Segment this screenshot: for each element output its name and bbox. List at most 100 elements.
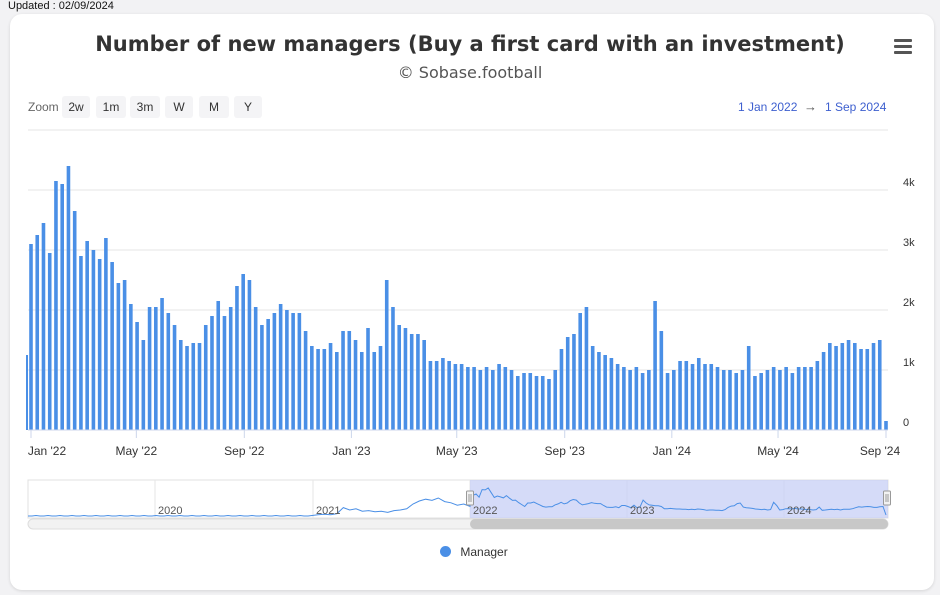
navigator-year-label: 2021	[316, 505, 340, 517]
bar	[459, 364, 464, 430]
bar	[328, 343, 333, 430]
bar	[709, 364, 714, 430]
hamburger-menu-icon[interactable]	[894, 39, 912, 55]
bar	[634, 367, 639, 430]
bar	[359, 352, 364, 430]
bar	[235, 286, 239, 430]
bar	[66, 166, 71, 430]
bar	[97, 259, 102, 430]
zoom-2w-button[interactable]: 2w	[62, 96, 90, 118]
bar	[104, 238, 108, 430]
legend-marker	[440, 546, 451, 557]
bar	[528, 373, 533, 430]
bar	[690, 364, 695, 430]
bar	[297, 313, 302, 430]
bar	[397, 325, 402, 430]
bar-series	[26, 166, 888, 430]
bar	[834, 346, 838, 430]
bar	[540, 376, 545, 430]
bar	[765, 370, 770, 430]
chart-title: Number of new managers (Buy a first card…	[95, 32, 845, 56]
bar	[771, 367, 776, 430]
bar	[60, 184, 64, 430]
bar	[622, 367, 626, 430]
bar	[472, 367, 476, 430]
bar	[497, 364, 501, 430]
x-tick-label: Jan '22	[28, 444, 67, 458]
bar	[784, 367, 788, 430]
zoom-3m-button[interactable]: 3m	[130, 96, 160, 118]
bar	[572, 334, 576, 430]
bar	[740, 370, 745, 430]
bar	[821, 352, 826, 430]
scrollbar-thumb[interactable]	[470, 519, 888, 529]
bar	[603, 355, 607, 430]
bar	[859, 349, 863, 430]
bar	[553, 370, 558, 430]
bar	[491, 370, 495, 430]
bar	[147, 307, 152, 430]
bar	[434, 361, 439, 430]
navigator-year-label: 2022	[473, 505, 497, 517]
bar	[116, 283, 121, 430]
bar-partial	[26, 355, 28, 430]
x-tick-label: May '22	[116, 444, 158, 458]
bar	[178, 340, 183, 430]
x-tick-label: May '24	[757, 444, 799, 458]
bar	[129, 304, 133, 430]
bar	[310, 346, 314, 430]
bar	[216, 301, 221, 430]
bar	[166, 313, 171, 430]
legend-item-manager[interactable]: Manager	[440, 545, 508, 559]
bar	[846, 340, 851, 430]
bar	[484, 367, 489, 430]
bar	[734, 373, 739, 430]
bar	[291, 313, 295, 430]
bar	[241, 274, 245, 430]
navigator: 2020 2021 2022 2023 2024	[27, 479, 891, 530]
bar	[790, 373, 795, 430]
navigator-left-handle[interactable]	[466, 490, 474, 506]
x-axis: Jan '22 May '22 Sep '22 Jan '23 May '23 Sep '…	[28, 429, 900, 458]
bar	[222, 316, 227, 430]
bar	[447, 361, 451, 430]
bar	[534, 376, 539, 430]
zoom-month-button[interactable]: M	[199, 96, 229, 118]
bar	[578, 313, 582, 430]
navigator-right-handle[interactable]	[883, 490, 891, 506]
bar	[803, 367, 807, 430]
zoom-week-button[interactable]: W	[165, 96, 193, 118]
bar	[185, 346, 189, 430]
x-tick-label: Jan '23	[332, 444, 371, 458]
y-tick-label: 1k	[903, 357, 915, 369]
bar	[122, 280, 127, 430]
bar	[865, 349, 870, 430]
updated-timestamp: Updated : 02/09/2024	[8, 0, 114, 12]
zoom-1m-button[interactable]: 1m	[96, 96, 126, 118]
bar	[522, 373, 526, 430]
bar	[628, 370, 632, 430]
bar	[828, 343, 832, 430]
bar	[378, 346, 383, 430]
x-tick-label: Sep '23	[545, 444, 586, 458]
bar	[135, 322, 139, 430]
bar	[278, 304, 283, 430]
bar	[565, 337, 570, 430]
bar	[715, 367, 720, 430]
range-from-date[interactable]: 1 Jan 2022	[738, 100, 798, 114]
bar	[403, 328, 408, 430]
bar	[696, 358, 701, 430]
range-to-date[interactable]: 1 Sep 2024	[825, 100, 887, 114]
bar	[353, 340, 358, 430]
bar	[778, 370, 782, 430]
navigator-series-line	[28, 487, 887, 517]
bar	[584, 307, 589, 430]
bar	[428, 361, 433, 430]
bar	[453, 364, 458, 430]
legend-label: Manager	[460, 545, 508, 559]
zoom-year-button[interactable]: Y	[234, 96, 262, 118]
bar	[72, 211, 77, 430]
bar	[815, 361, 820, 430]
menu-bar	[894, 45, 912, 48]
bar	[266, 319, 270, 430]
